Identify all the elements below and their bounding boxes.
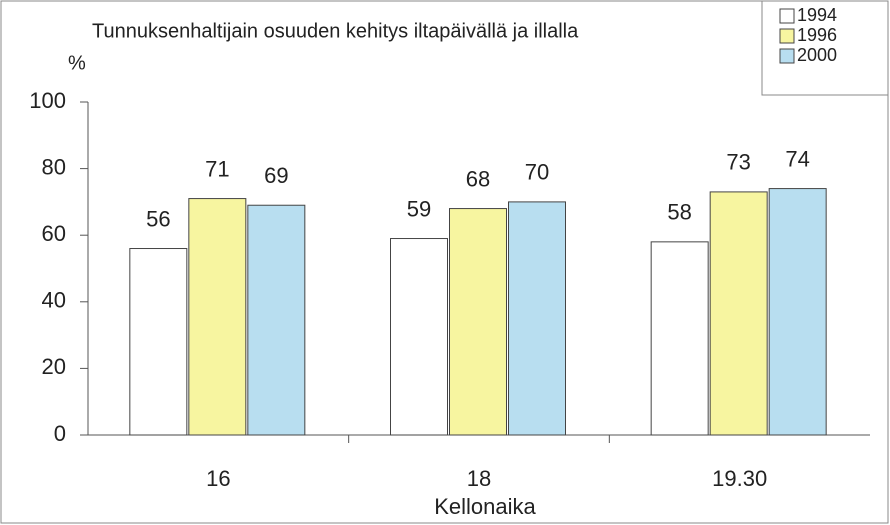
y-tick-label: 0	[54, 421, 66, 446]
y-tick-label: 20	[42, 354, 66, 379]
bar	[188, 198, 247, 436]
bar	[390, 238, 448, 436]
x-tick-label: 18	[467, 466, 491, 491]
chart-title: Tunnuksenhaltijain osuuden kehitys iltap…	[92, 20, 579, 42]
x-tick-label: 16	[206, 466, 230, 491]
legend-label: 1994	[797, 5, 837, 25]
bar	[768, 188, 827, 436]
y-tick-label: 60	[42, 221, 66, 246]
value-label: 71	[205, 156, 229, 181]
bar	[247, 204, 306, 436]
y-tick-label: 100	[29, 88, 66, 113]
value-label: 68	[466, 166, 490, 191]
y-axis-label: %	[68, 52, 86, 74]
x-axis-label: Kellonaika	[434, 494, 536, 519]
bar	[129, 248, 188, 436]
value-label: 56	[146, 206, 170, 231]
bar	[650, 241, 709, 436]
value-label: 73	[726, 150, 750, 175]
legend-swatch	[779, 28, 795, 44]
x-tick-label: 19.30	[712, 466, 767, 491]
legend-swatch	[779, 8, 795, 24]
value-label: 70	[525, 160, 549, 185]
value-label: 74	[785, 146, 809, 171]
value-label: 58	[667, 200, 691, 225]
bar	[709, 191, 768, 436]
y-tick-label: 80	[42, 154, 66, 179]
y-tick-label: 40	[42, 288, 66, 313]
bar	[508, 201, 566, 436]
value-label: 69	[264, 163, 288, 188]
legend-label: 2000	[797, 45, 837, 65]
legend-label: 1996	[797, 25, 837, 45]
legend-swatch	[779, 48, 795, 64]
bar	[449, 208, 507, 436]
value-label: 59	[407, 196, 431, 221]
